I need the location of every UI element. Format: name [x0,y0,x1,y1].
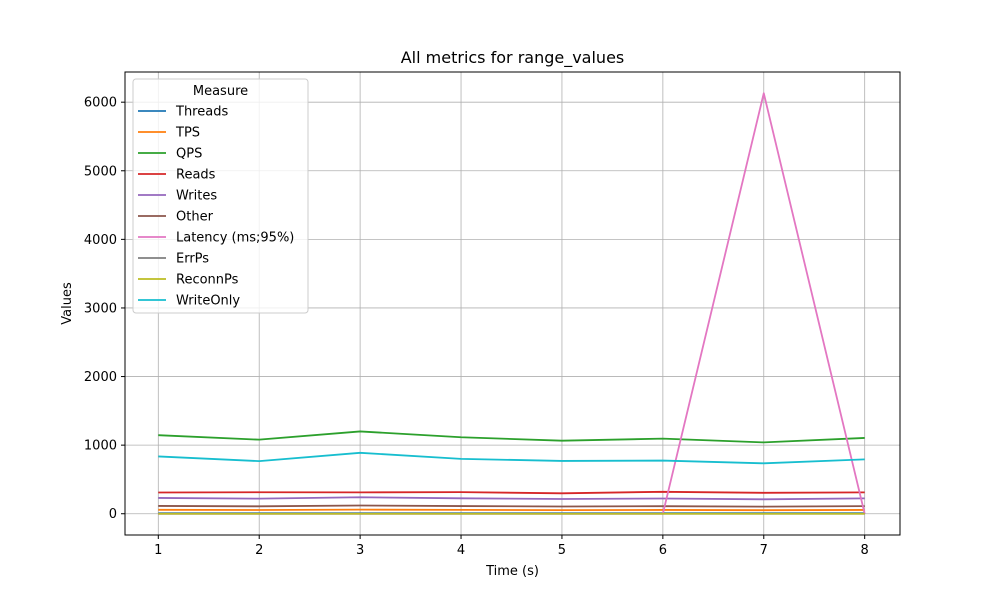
legend-label-other: Other [176,210,214,225]
plot-frame [124,71,901,536]
chart-title: All metrics for range_values [401,48,625,68]
axis-ticks: 1 2 3 4 5 6 7 8 0 1000 2000 3000 4000 5000 6000 [84,96,869,558]
legend-label-writes: Writes [176,189,217,204]
x-tick-label: 7 [760,543,768,558]
y-tick-label: 6000 [84,96,117,111]
series-line-qps [158,430,865,444]
legend-label-writeonly: WriteOnly [176,294,240,309]
x-tick-label: 8 [861,543,869,558]
legend: Measure Threads TPS QPS Reads Writes Other Lat… [132,78,309,314]
series-line-writes [158,496,865,501]
legend-label-threads: Threads [175,105,228,120]
series-line-tps [158,508,865,512]
legend-label-errps: ErrPs [176,252,209,267]
series-line-writeonly [158,451,865,465]
y-tick-label: 1000 [84,439,117,454]
x-tick-label: 4 [457,543,465,558]
x-tick-label: 5 [558,543,566,558]
legend-label-reads: Reads [176,168,216,183]
legend-items: Threads TPS QPS Reads Writes Other Latency (ms… [138,105,294,309]
y-tick-label: 0 [109,507,117,522]
legend-label-latency-ms-95: Latency (ms;95%) [176,231,294,246]
x-tick-label: 3 [356,543,364,558]
series-line-other [158,504,865,508]
series-line-reads [158,490,865,495]
legend-box [132,78,309,314]
legend-label-qps: QPS [176,147,202,162]
legend-label-reconnps: ReconnPs [176,273,239,288]
x-tick-label: 2 [255,543,263,558]
x-tick-label: 6 [659,543,667,558]
y-axis-label: Values [60,282,75,325]
y-tick-label: 5000 [84,164,117,179]
y-tick-label: 2000 [84,370,117,385]
legend-label-tps: TPS [175,126,200,141]
x-axis-label: Time (s) [485,564,539,579]
legend-title: Measure [193,84,248,99]
x-tick-label: 1 [154,543,162,558]
series-lines [158,92,866,515]
y-tick-label: 3000 [84,301,117,316]
y-tick-label: 4000 [84,233,117,248]
